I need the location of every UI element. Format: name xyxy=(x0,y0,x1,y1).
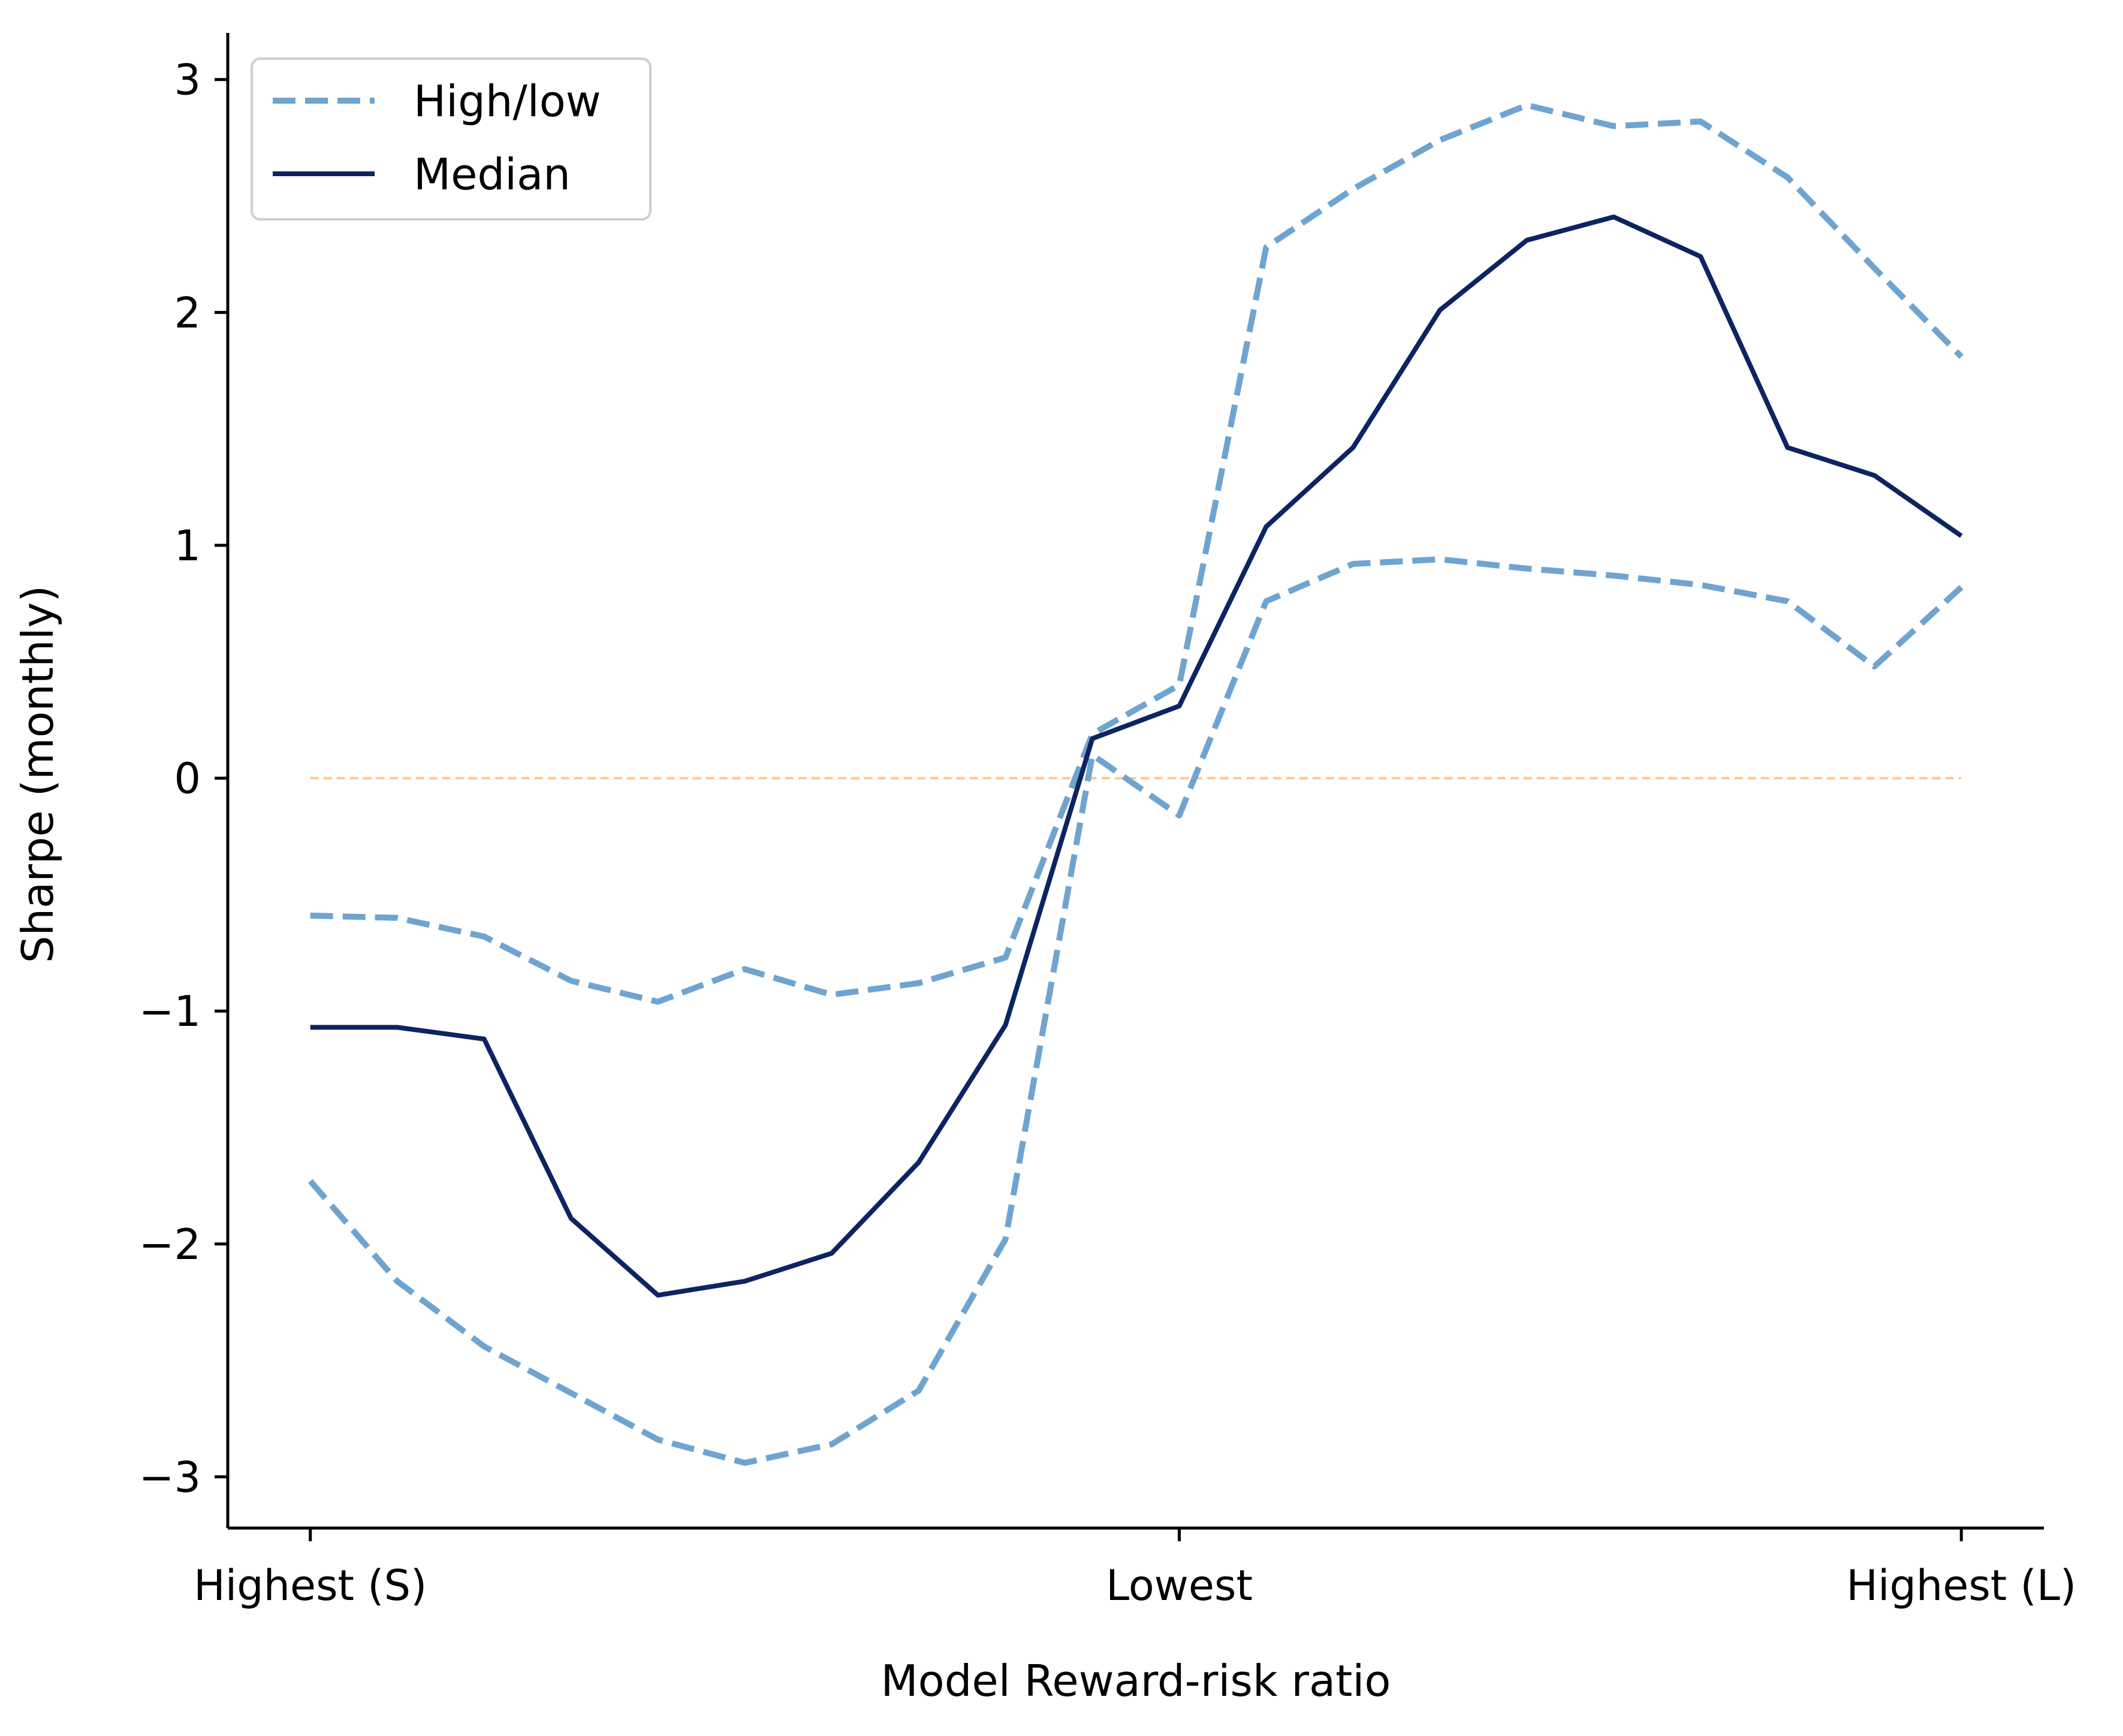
series-layer xyxy=(307,102,1964,1466)
x-tick-label: Highest (L) xyxy=(1846,1561,2076,1610)
legend-label-high-low: High/low xyxy=(414,76,601,126)
y-ticks: 3 2 1 0 −1 −2 −3 xyxy=(139,56,228,1502)
y-tick-label: 2 xyxy=(174,288,201,337)
x-ticks: Highest (S) Lowest Highest (L) xyxy=(194,1528,2076,1610)
y-tick-label: 0 xyxy=(174,754,201,804)
series-line-median xyxy=(310,215,1963,1298)
x-axis-title: Model Reward-risk ratio xyxy=(881,1656,1391,1706)
y-tick-label: −1 xyxy=(139,987,201,1036)
y-tick-label: 3 xyxy=(174,56,201,105)
y-tick-label: −2 xyxy=(139,1220,201,1269)
y-tick-label: −3 xyxy=(139,1453,201,1502)
axes xyxy=(226,33,2044,1530)
y-tick-label: 1 xyxy=(174,521,201,570)
series-line-high xyxy=(310,102,1964,1005)
x-tick-label: Lowest xyxy=(1106,1561,1253,1610)
legend: High/low Median xyxy=(251,58,652,221)
x-tick-label: Highest (S) xyxy=(194,1561,427,1610)
series-line-low xyxy=(307,556,1964,1466)
y-axis-title: Sharpe (monthly) xyxy=(13,585,63,963)
legend-label-median: Median xyxy=(414,149,571,200)
